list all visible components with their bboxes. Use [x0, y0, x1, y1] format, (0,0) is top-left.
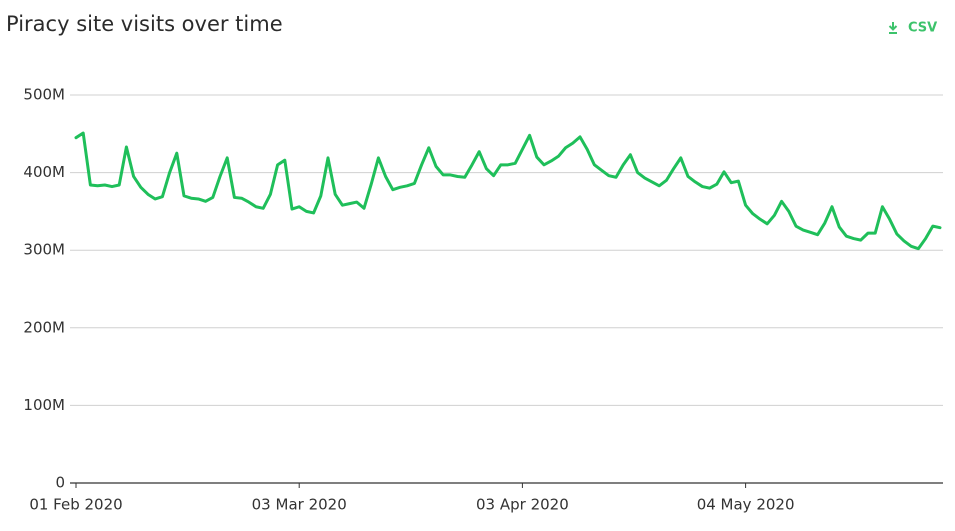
x-tick-label: 01 Feb 2020 [29, 496, 122, 514]
csv-download[interactable]: CSV [888, 21, 937, 36]
y-tick-label: 0 [55, 474, 65, 492]
y-tick-label: 400M [23, 163, 65, 181]
chart-title: Piracy site visits over time [6, 12, 283, 36]
download-icon[interactable] [888, 22, 898, 34]
y-tick-label: 500M [23, 86, 65, 104]
x-tick-label: 03 Apr 2020 [476, 496, 569, 514]
y-tick-label: 200M [23, 318, 65, 336]
x-tick-label: 03 Mar 2020 [252, 496, 347, 514]
csv-label[interactable]: CSV [908, 21, 937, 36]
y-tick-label: 300M [23, 241, 65, 259]
y-tick-label: 100M [23, 396, 65, 414]
x-tick-label: 04 May 2020 [697, 496, 795, 514]
data-line [74, 131, 942, 251]
